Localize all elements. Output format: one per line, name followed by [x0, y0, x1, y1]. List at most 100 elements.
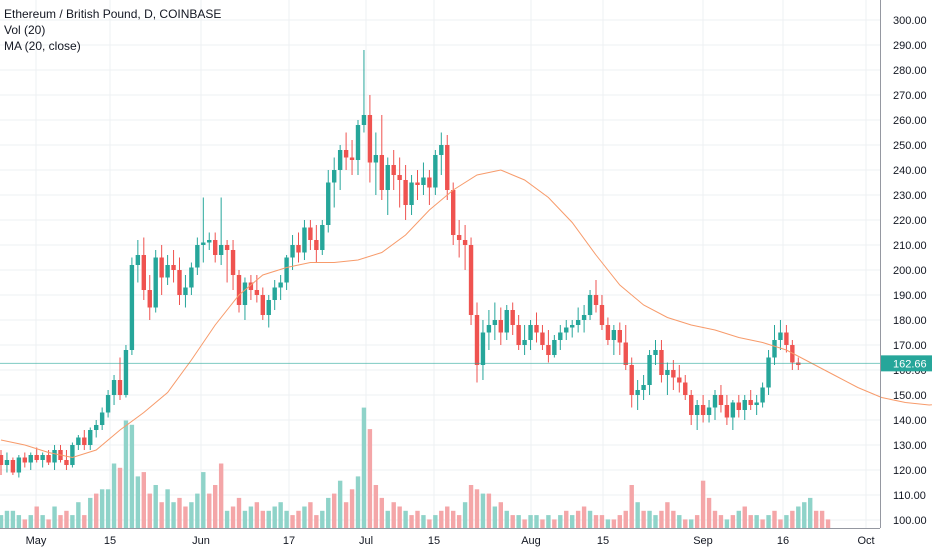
- plot-background: [0, 0, 880, 528]
- candle-body: [462, 240, 468, 245]
- volume-bar: [46, 519, 51, 528]
- x-tick-label: Aug: [521, 535, 541, 547]
- volume-bar: [111, 463, 117, 528]
- y-tick-label: 190.00: [893, 290, 927, 302]
- candle-body: [421, 177, 426, 185]
- candle-body: [16, 457, 22, 473]
- volume-bar: [171, 502, 176, 528]
- y-tick-label: 260.00: [893, 115, 927, 127]
- y-tick-label: 240.00: [893, 165, 927, 177]
- y-tick-label: 170.00: [893, 340, 927, 352]
- y-tick-label: 220.00: [893, 215, 927, 227]
- candle-body: [22, 457, 27, 463]
- candle-body: [349, 157, 355, 160]
- volume-bar: [558, 515, 563, 528]
- volume-bar: [456, 515, 462, 528]
- volume-bar: [278, 502, 283, 528]
- volume-bar: [314, 515, 319, 528]
- volume-bar: [290, 515, 295, 528]
- volume-bar: [611, 519, 617, 528]
- candle-body: [486, 325, 492, 333]
- volume-bar: [403, 510, 408, 528]
- y-tick-label: 290.00: [893, 40, 927, 52]
- y-tick-label: 140.00: [893, 415, 927, 427]
- symbol-title[interactable]: Ethereum / British Pound, D, COINBASE: [4, 7, 222, 21]
- volume-bar: [337, 480, 343, 528]
- candle-body: [593, 295, 599, 305]
- volume-bar: [99, 489, 105, 528]
- volume-bar: [427, 519, 432, 528]
- candle-body: [397, 175, 402, 180]
- candle-body: [546, 345, 551, 355]
- candle-body: [213, 240, 218, 255]
- candle-body: [623, 342, 628, 365]
- candle-body: [391, 165, 396, 175]
- candle-body: [552, 340, 557, 355]
- candle-body: [165, 265, 170, 278]
- volume-bar: [332, 493, 337, 528]
- candle-body: [117, 380, 123, 395]
- candle-body: [320, 225, 325, 250]
- candle-body: [34, 455, 39, 460]
- candle-body: [706, 407, 712, 415]
- candle-body: [153, 257, 158, 308]
- candle-body: [784, 332, 789, 345]
- candle-layer: [0, 50, 801, 478]
- volume-bar: [183, 506, 188, 528]
- grid-layer: [0, 0, 880, 528]
- candle-body: [248, 282, 254, 290]
- candle-body: [581, 315, 587, 320]
- candle-body: [742, 400, 747, 410]
- volume-bar: [88, 497, 93, 528]
- candle-body: [129, 265, 135, 350]
- candle-body: [754, 402, 759, 405]
- volume-bar: [605, 519, 611, 528]
- volume-bar: [629, 485, 634, 528]
- candle-body: [480, 332, 486, 365]
- volume-bar: [296, 510, 301, 528]
- candle-body: [379, 155, 384, 190]
- x-tick-label: Sep: [693, 535, 713, 547]
- volume-bar: [671, 510, 676, 528]
- volume-bar: [373, 485, 379, 528]
- candle-body: [171, 265, 176, 270]
- candle-body: [611, 330, 617, 340]
- volume-bar: [415, 510, 420, 528]
- candle-body: [367, 115, 373, 163]
- candle-body: [218, 245, 224, 255]
- candle-body: [332, 170, 337, 183]
- volume-bar: [808, 497, 813, 528]
- candle-body: [635, 390, 640, 395]
- candle-body: [451, 190, 456, 235]
- candle-body: [260, 295, 265, 315]
- volume-bar: [433, 515, 438, 528]
- volume-bar: [694, 515, 700, 528]
- candle-body: [207, 240, 212, 243]
- candle-body: [510, 310, 515, 325]
- volume-bar: [153, 485, 158, 528]
- volume-bar: [451, 510, 456, 528]
- candle-body: [468, 245, 474, 315]
- candle-body: [718, 395, 724, 405]
- volume-bar: [135, 476, 141, 528]
- y-tick-label: 230.00: [893, 190, 927, 202]
- volume-bar: [28, 515, 33, 528]
- volume-bar: [82, 515, 87, 528]
- volume-bar: [581, 506, 587, 528]
- vol-indicator-label[interactable]: Vol (20): [4, 23, 46, 37]
- volume-bar: [736, 510, 741, 528]
- candle-body: [0, 455, 4, 465]
- candle-body: [302, 227, 307, 253]
- volume-bar: [391, 502, 396, 528]
- volume-bar: [326, 497, 331, 528]
- x-tick-label: 17: [283, 535, 295, 547]
- x-tick-label: Jul: [359, 535, 373, 547]
- ma-indicator-label[interactable]: MA (20, close): [4, 39, 81, 53]
- volume-bar: [796, 506, 801, 528]
- candle-body: [427, 177, 432, 188]
- volume-layer: [0, 407, 831, 528]
- volume-bar: [677, 515, 682, 528]
- candle-body: [659, 350, 664, 375]
